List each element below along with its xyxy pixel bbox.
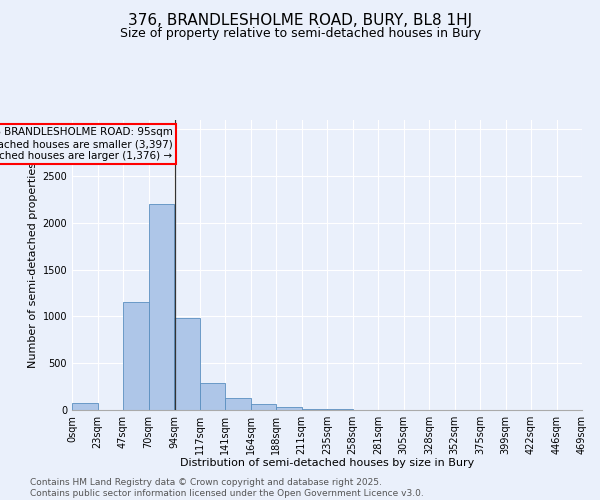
- Bar: [225, 398, 251, 410]
- Y-axis label: Number of semi-detached properties: Number of semi-detached properties: [28, 162, 38, 368]
- Text: 376, BRANDLESHOLME ROAD, BURY, BL8 1HJ: 376, BRANDLESHOLME ROAD, BURY, BL8 1HJ: [128, 12, 472, 28]
- Text: Contains HM Land Registry data © Crown copyright and database right 2025.
Contai: Contains HM Land Registry data © Crown c…: [30, 478, 424, 498]
- X-axis label: Distribution of semi-detached houses by size in Bury: Distribution of semi-detached houses by …: [180, 458, 474, 468]
- Bar: [123, 302, 149, 410]
- Bar: [72, 402, 97, 410]
- Bar: [199, 383, 225, 410]
- Text: Size of property relative to semi-detached houses in Bury: Size of property relative to semi-detach…: [119, 28, 481, 40]
- Bar: [149, 204, 174, 410]
- Bar: [174, 318, 199, 410]
- Bar: [251, 404, 276, 410]
- Bar: [276, 406, 302, 410]
- Text: 376 BRANDLESHOLME ROAD: 95sqm
← 70% of semi-detached houses are smaller (3,397)
: 376 BRANDLESHOLME ROAD: 95sqm ← 70% of s…: [0, 128, 173, 160]
- Bar: [302, 408, 327, 410]
